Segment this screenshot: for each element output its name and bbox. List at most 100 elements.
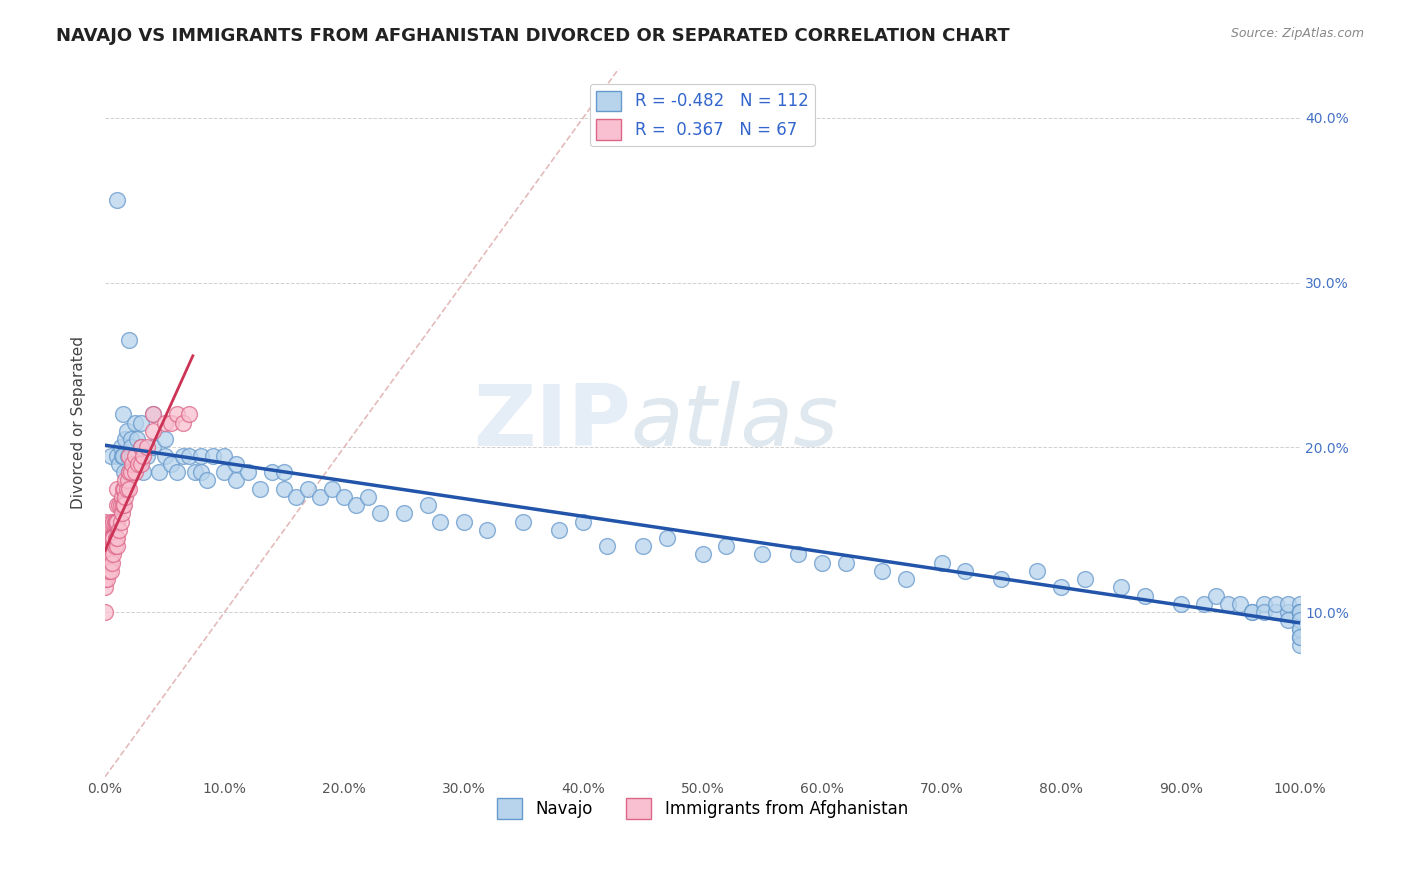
Point bbox=[100, 548, 122, 562]
Point bbox=[108, 457, 131, 471]
Point bbox=[1277, 597, 1299, 611]
Point bbox=[105, 531, 128, 545]
Point bbox=[512, 515, 534, 529]
Point bbox=[631, 539, 654, 553]
Point bbox=[309, 490, 332, 504]
Point bbox=[115, 482, 138, 496]
Point bbox=[238, 465, 260, 479]
Point bbox=[166, 465, 188, 479]
Point bbox=[1289, 605, 1312, 619]
Point bbox=[120, 465, 142, 479]
Point bbox=[110, 515, 132, 529]
Point bbox=[142, 441, 165, 455]
Point bbox=[1253, 605, 1275, 619]
Point bbox=[114, 490, 136, 504]
Point bbox=[124, 465, 146, 479]
Point bbox=[118, 465, 141, 479]
Point bbox=[111, 449, 134, 463]
Point bbox=[870, 564, 893, 578]
Point bbox=[153, 449, 176, 463]
Point bbox=[94, 515, 117, 529]
Point bbox=[1170, 597, 1192, 611]
Point bbox=[121, 457, 143, 471]
Point bbox=[333, 490, 356, 504]
Point bbox=[201, 449, 224, 463]
Point bbox=[115, 424, 138, 438]
Point bbox=[190, 465, 212, 479]
Point bbox=[100, 531, 122, 545]
Point bbox=[572, 515, 595, 529]
Point bbox=[1289, 622, 1312, 636]
Point bbox=[104, 531, 127, 545]
Point bbox=[94, 531, 117, 545]
Point bbox=[1289, 630, 1312, 644]
Point bbox=[96, 548, 118, 562]
Point bbox=[1289, 613, 1312, 627]
Point bbox=[108, 498, 131, 512]
Point bbox=[94, 523, 117, 537]
Point bbox=[787, 548, 810, 562]
Point bbox=[111, 498, 134, 512]
Point bbox=[159, 416, 181, 430]
Point bbox=[105, 539, 128, 553]
Point bbox=[97, 564, 120, 578]
Point bbox=[1253, 597, 1275, 611]
Point bbox=[94, 539, 117, 553]
Point bbox=[1241, 605, 1264, 619]
Point bbox=[105, 482, 128, 496]
Point bbox=[1289, 605, 1312, 619]
Point bbox=[429, 515, 451, 529]
Point bbox=[190, 449, 212, 463]
Point bbox=[94, 548, 117, 562]
Point bbox=[692, 548, 714, 562]
Point bbox=[177, 449, 200, 463]
Point bbox=[596, 539, 619, 553]
Point bbox=[94, 572, 117, 586]
Point bbox=[285, 490, 308, 504]
Point bbox=[1289, 622, 1312, 636]
Point bbox=[110, 498, 132, 512]
Point bbox=[94, 581, 117, 595]
Point bbox=[1265, 597, 1288, 611]
Point bbox=[129, 441, 152, 455]
Point bbox=[172, 416, 194, 430]
Point bbox=[94, 564, 117, 578]
Point bbox=[344, 498, 367, 512]
Point bbox=[214, 465, 236, 479]
Point bbox=[273, 482, 295, 496]
Point bbox=[172, 449, 194, 463]
Point bbox=[97, 539, 120, 553]
Point bbox=[1074, 572, 1097, 586]
Point bbox=[135, 441, 157, 455]
Point bbox=[655, 531, 678, 545]
Y-axis label: Divorced or Separated: Divorced or Separated bbox=[72, 336, 86, 509]
Point bbox=[751, 548, 773, 562]
Point bbox=[225, 457, 247, 471]
Point bbox=[195, 474, 218, 488]
Point bbox=[990, 572, 1012, 586]
Point bbox=[148, 465, 170, 479]
Point bbox=[135, 449, 157, 463]
Point bbox=[98, 531, 121, 545]
Point bbox=[101, 531, 124, 545]
Point bbox=[716, 539, 738, 553]
Point bbox=[111, 506, 134, 520]
Point bbox=[1241, 605, 1264, 619]
Point bbox=[1289, 638, 1312, 652]
Point bbox=[100, 449, 122, 463]
Point bbox=[1050, 581, 1073, 595]
Point bbox=[96, 572, 118, 586]
Point bbox=[955, 564, 977, 578]
Point bbox=[124, 416, 146, 430]
Point bbox=[548, 523, 571, 537]
Point bbox=[1205, 589, 1227, 603]
Point bbox=[1289, 613, 1312, 627]
Point bbox=[1289, 597, 1312, 611]
Point bbox=[118, 449, 141, 463]
Point bbox=[118, 334, 141, 348]
Point bbox=[94, 605, 117, 619]
Point bbox=[129, 416, 152, 430]
Point bbox=[111, 408, 134, 422]
Point bbox=[357, 490, 380, 504]
Point bbox=[112, 482, 135, 496]
